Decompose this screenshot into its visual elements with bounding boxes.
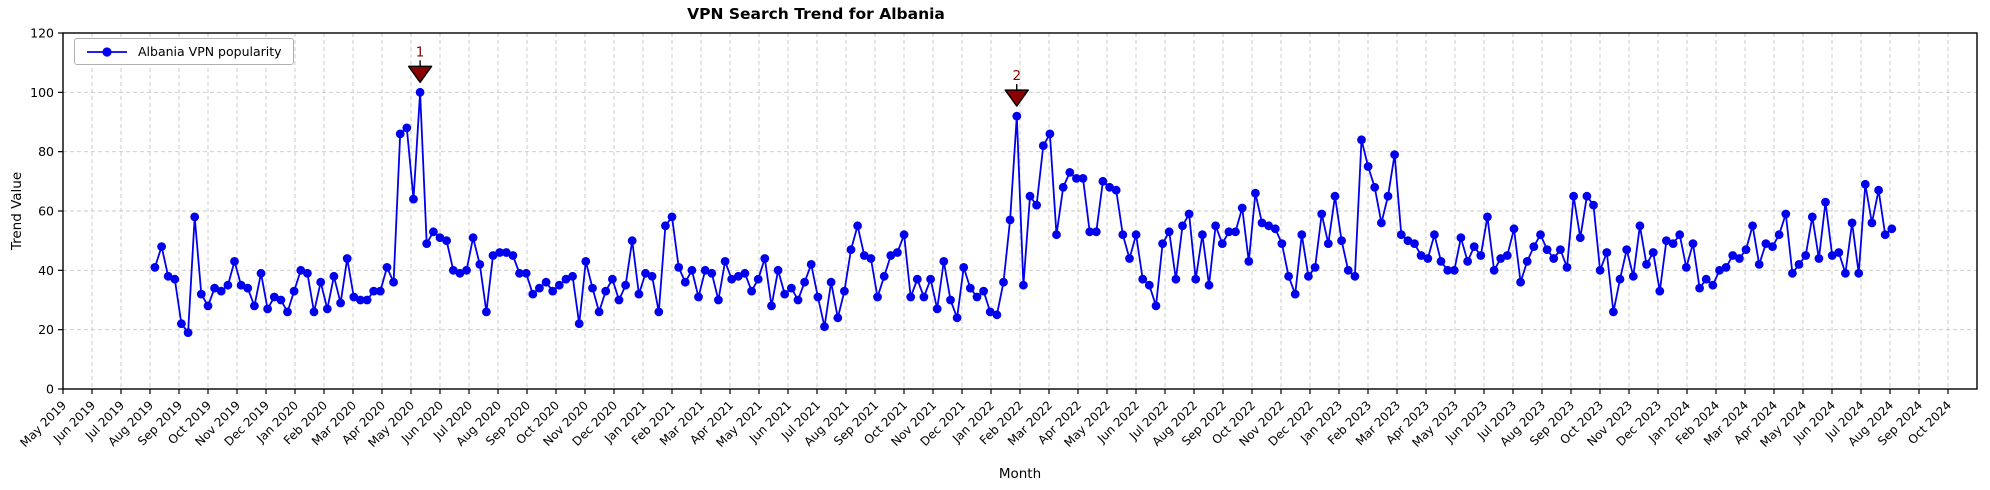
svg-text:120: 120 [30,26,54,41]
chart-title: VPN Search Trend for Albania [687,5,945,23]
svg-text:60: 60 [38,204,54,219]
svg-text:20: 20 [38,322,54,337]
x-axis-label: Month [998,466,1042,482]
legend-line-icon [87,46,127,57]
legend-label: Albania VPN popularity [138,44,282,59]
svg-text:0: 0 [46,382,54,397]
svg-text:80: 80 [38,144,54,159]
svg-text:40: 40 [38,263,54,278]
svg-text:2: 2 [1012,68,1021,84]
legend: Albania VPN popularity [74,38,294,65]
svg-text:100: 100 [30,85,54,100]
svg-text:1: 1 [416,44,425,60]
